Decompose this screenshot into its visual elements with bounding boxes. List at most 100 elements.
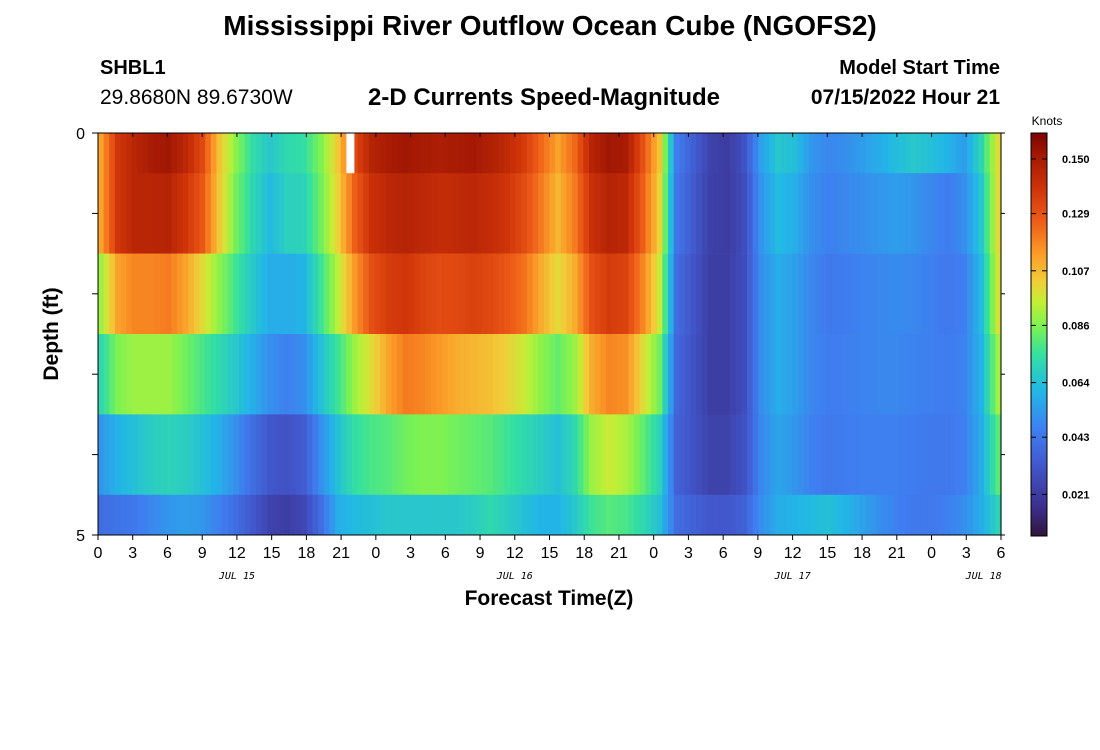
heatmap-cell: [594, 414, 601, 496]
heatmap-cell: [193, 253, 201, 335]
heatmap-cell: [380, 334, 387, 415]
heatmap-cell: [199, 253, 206, 335]
heatmap-cell: [797, 334, 805, 415]
heatmap-cell: [227, 133, 235, 174]
heatmap-cell: [814, 494, 821, 536]
x-tick-label: 0: [94, 545, 103, 562]
heatmap-cell: [871, 173, 878, 254]
heatmap-cell: [735, 133, 742, 174]
heatmap-cell: [662, 133, 669, 174]
x-tick-label: 3: [684, 545, 693, 562]
heatmap-cell: [131, 173, 139, 254]
heatmap-cell: [289, 334, 297, 415]
heatmap-cell: [312, 253, 319, 335]
heatmap-cell: [910, 173, 917, 254]
y-axis-label: Depth (ft): [40, 287, 63, 380]
heatmap-cell: [690, 334, 697, 415]
heatmap-cell: [442, 253, 449, 335]
heatmap-cell: [532, 133, 539, 174]
heatmap-cell: [177, 253, 184, 335]
heatmap-cell: [662, 253, 669, 335]
heatmap-cell: [385, 334, 393, 415]
heatmap-cell: [368, 253, 376, 335]
heatmap-cell: [295, 414, 302, 496]
heatmap-cell: [109, 173, 116, 254]
heatmap-cell: [792, 334, 799, 415]
heatmap-cell: [549, 253, 556, 335]
heatmap-cell: [312, 173, 319, 254]
heatmap-cell: [809, 133, 816, 174]
heatmap-cell: [899, 133, 906, 174]
heatmap-cell: [758, 253, 765, 335]
heatmap-cell: [284, 133, 291, 174]
x-tick-label: 6: [719, 545, 728, 562]
heatmap-cell: [109, 494, 116, 536]
heatmap-cell: [351, 133, 359, 174]
heatmap-cell: [752, 334, 759, 415]
heatmap-cell: [730, 133, 737, 174]
heatmap-cell: [684, 414, 692, 496]
heatmap-cell: [865, 414, 872, 496]
heatmap-cell: [312, 494, 319, 536]
heatmap-cell: [171, 494, 178, 536]
heatmap-cell: [549, 133, 556, 174]
heatmap-cell: [769, 133, 776, 174]
heatmap-cell: [651, 133, 658, 174]
chart-title: Mississippi River Outflow Ocean Cube (NG…: [223, 10, 877, 41]
heatmap-cell: [239, 133, 246, 174]
x-tick-label: 12: [228, 545, 246, 562]
heatmap-cell: [256, 494, 263, 536]
heatmap-cell: [984, 253, 991, 335]
heatmap-cell: [763, 414, 771, 496]
heatmap-cell: [504, 173, 511, 254]
heatmap-cell: [967, 173, 974, 254]
heatmap-cell: [730, 334, 737, 415]
heatmap-cell: [526, 334, 534, 415]
heatmap-cell: [583, 133, 590, 174]
heatmap-cell: [617, 494, 624, 536]
heatmap-cell: [910, 253, 917, 335]
heatmap-cell: [493, 414, 500, 496]
heatmap-cell: [182, 133, 189, 174]
heatmap-cell: [143, 414, 150, 496]
heatmap-cell: [594, 253, 601, 335]
heatmap-cell: [227, 173, 235, 254]
heatmap-cell: [329, 414, 336, 496]
heatmap-cell: [515, 494, 522, 536]
heatmap-cell: [425, 334, 432, 415]
heatmap-cell: [600, 173, 607, 254]
heatmap-cell: [442, 133, 449, 174]
heatmap-cell: [684, 133, 692, 174]
heatmap-cell: [955, 253, 963, 335]
heatmap-cell: [978, 173, 985, 254]
heatmap-cell: [509, 414, 517, 496]
heatmap-cell: [741, 253, 748, 335]
heatmap-cell: [837, 173, 844, 254]
heatmap-cell: [690, 253, 697, 335]
heatmap-cell: [493, 133, 500, 174]
heatmap-cell: [267, 494, 274, 536]
heatmap-cell: [216, 334, 223, 415]
x-tick-label: 3: [406, 545, 415, 562]
heatmap-cell: [453, 173, 460, 254]
heatmap-cell: [470, 133, 477, 174]
heatmap-cell: [543, 173, 551, 254]
heatmap-cell: [600, 133, 607, 174]
heatmap-cell: [261, 494, 268, 536]
heatmap-cell: [272, 133, 280, 174]
heatmap-cell: [651, 253, 658, 335]
heatmap-cell: [600, 494, 607, 536]
heatmap-cell: [803, 133, 810, 174]
heatmap-cell: [272, 334, 280, 415]
heatmap-cell: [780, 414, 788, 496]
heatmap-cell: [938, 173, 946, 254]
heatmap-cell: [905, 133, 912, 174]
heatmap-cell: [374, 414, 381, 496]
heatmap-cell: [222, 173, 229, 254]
heatmap-cell: [335, 414, 342, 496]
heatmap-cell: [842, 173, 850, 254]
heatmap-cell: [476, 253, 483, 335]
heatmap-cell: [921, 414, 929, 496]
heatmap-cell: [871, 414, 878, 496]
heatmap-cell: [933, 253, 940, 335]
